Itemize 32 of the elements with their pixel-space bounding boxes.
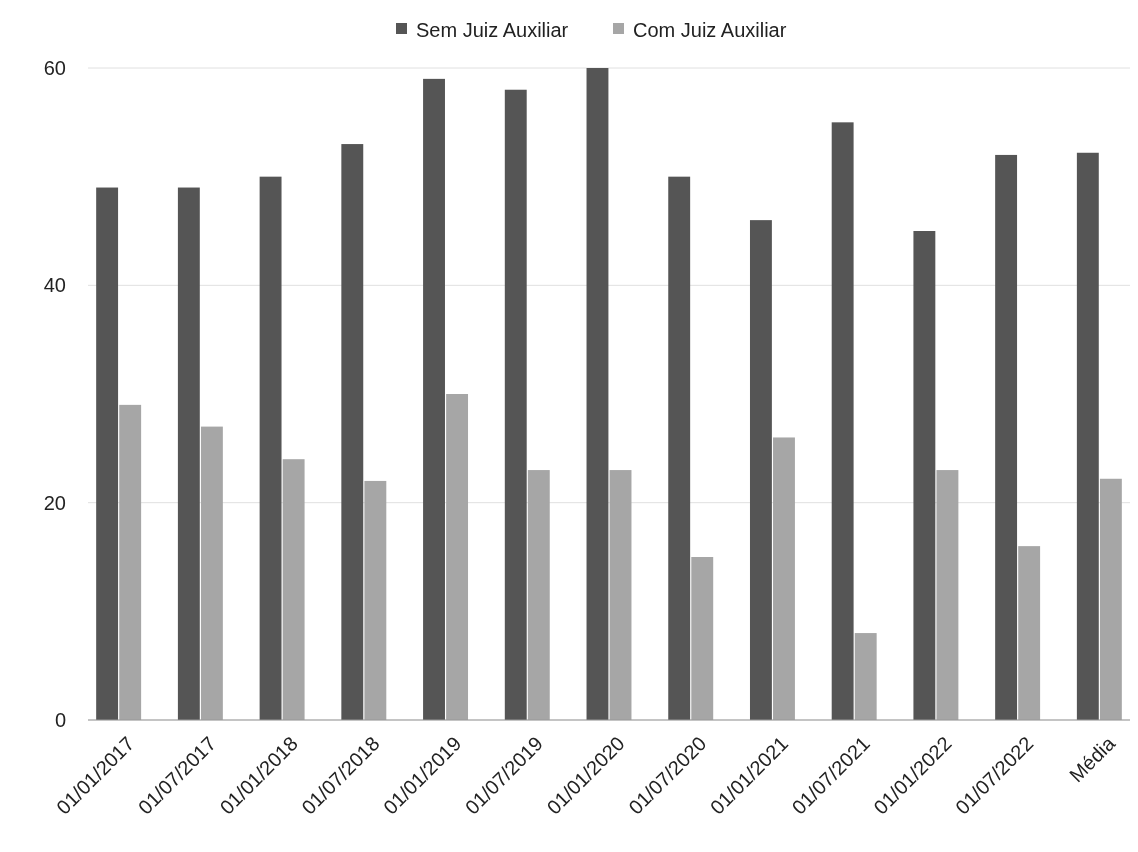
- y-tick-label: 0: [54, 709, 66, 731]
- bar: [1099, 478, 1122, 720]
- bar: [691, 557, 714, 720]
- legend-label: Com Juiz Auxiliar: [633, 19, 787, 41]
- bar: [423, 78, 445, 720]
- bar: [995, 154, 1018, 720]
- bar: [504, 89, 527, 720]
- bar: [96, 187, 119, 720]
- bar: [586, 68, 609, 720]
- bar: [773, 437, 795, 720]
- bar: [282, 459, 305, 720]
- bar: [177, 187, 200, 720]
- y-tick-label: 20: [43, 491, 66, 514]
- bar: [749, 220, 772, 720]
- y-tick-label: 60: [43, 57, 66, 79]
- bar: [831, 122, 854, 720]
- bar: [913, 231, 936, 720]
- bar: [200, 426, 223, 720]
- bar: [854, 633, 877, 720]
- bar: [1076, 152, 1099, 720]
- bar: [259, 176, 282, 720]
- legend-label: Sem Juiz Auxiliar: [416, 19, 569, 41]
- bar: [1018, 546, 1041, 720]
- bar: [364, 480, 387, 720]
- bar: [527, 470, 550, 720]
- bar: [609, 470, 632, 720]
- bar: [668, 176, 691, 720]
- bar: [446, 394, 469, 720]
- bar: [341, 144, 364, 720]
- bar: [119, 404, 142, 720]
- bar: [936, 470, 959, 720]
- y-tick-label: 40: [43, 274, 66, 297]
